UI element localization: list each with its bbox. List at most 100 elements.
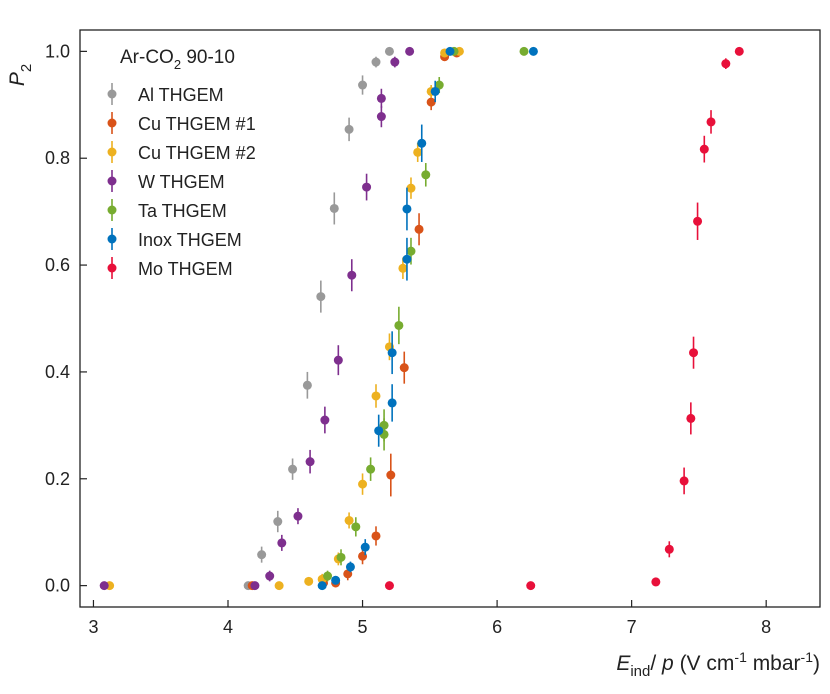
- data-point: [344, 515, 354, 525]
- data-point: [347, 270, 357, 280]
- data-point: [519, 46, 529, 56]
- data-point: [336, 552, 346, 562]
- data-point: [394, 320, 404, 330]
- data-point: [273, 517, 283, 527]
- legend-marker: [107, 147, 117, 157]
- data-point: [434, 80, 444, 90]
- series-w: [99, 46, 415, 591]
- data-point: [689, 348, 699, 358]
- tick-marks: [80, 50, 767, 607]
- legend-marker: [107, 263, 117, 273]
- data-point: [528, 46, 538, 56]
- x-tick-label: 4: [223, 617, 233, 637]
- series-inox: [317, 46, 538, 591]
- data-point: [679, 476, 689, 486]
- data-point: [316, 292, 326, 302]
- x-tick-label: 5: [358, 617, 368, 637]
- data-point: [414, 224, 424, 234]
- data-point: [351, 522, 361, 532]
- data-point: [329, 203, 339, 213]
- data-point: [371, 391, 381, 401]
- data-point: [405, 46, 415, 56]
- data-point: [699, 144, 709, 154]
- legend-marker: [107, 118, 117, 128]
- y-tick-label: 0.6: [45, 255, 70, 275]
- data-point: [360, 542, 370, 552]
- data-point: [257, 550, 267, 560]
- data-point: [374, 426, 384, 436]
- data-point: [371, 531, 381, 541]
- legend: Ar-CO2 90-10 Al THGEM Cu THGEM #1 Cu THGEM…: [107, 47, 256, 279]
- data-point: [651, 577, 661, 587]
- data-point: [366, 464, 376, 474]
- series-ta: [323, 46, 529, 582]
- legend-entry-mo: Mo THGEM: [107, 257, 233, 279]
- data-point: [693, 216, 703, 226]
- x-tick-label: 8: [761, 617, 771, 637]
- data-point: [371, 57, 381, 67]
- data-point: [664, 544, 674, 554]
- data-point: [376, 112, 386, 122]
- legend-entry-inox: Inox THGEM: [107, 228, 242, 250]
- data-point: [430, 86, 440, 96]
- data-point: [323, 571, 333, 581]
- x-axis-title: Eind/ p (V cm-1 mbar-1): [616, 649, 820, 680]
- data-point: [386, 470, 396, 480]
- data-point: [333, 355, 343, 365]
- data-point: [320, 415, 330, 425]
- data-point: [317, 581, 327, 591]
- data-point: [426, 97, 436, 107]
- legend-label: Cu THGEM #1: [138, 114, 256, 134]
- data-point: [686, 413, 696, 423]
- data-point: [277, 538, 287, 548]
- y-tick-label: 0.2: [45, 469, 70, 489]
- data-point: [387, 348, 397, 358]
- data-point: [99, 581, 109, 591]
- legend-label: Cu THGEM #2: [138, 143, 256, 163]
- data-point: [398, 263, 408, 273]
- legend-entry-cu2: Cu THGEM #2: [107, 141, 256, 163]
- data-point: [526, 581, 536, 591]
- data-point: [344, 124, 354, 134]
- data-point: [406, 246, 416, 256]
- data-series: [99, 46, 744, 591]
- x-tick-label: 3: [88, 617, 98, 637]
- legend-marker: [107, 176, 117, 186]
- series-cu1: [247, 48, 462, 591]
- data-point: [387, 398, 397, 408]
- data-point: [721, 59, 731, 69]
- data-point: [250, 581, 260, 591]
- data-point: [305, 457, 315, 467]
- y-tick-label: 0.0: [45, 576, 70, 596]
- data-point: [417, 138, 427, 148]
- legend-entries: Al THGEM Cu THGEM #1 Cu THGEM #2 W THGEM Ta …: [107, 83, 256, 279]
- data-point: [390, 57, 400, 67]
- data-point: [384, 581, 394, 591]
- legend-label: Al THGEM: [138, 85, 224, 105]
- data-point: [406, 183, 416, 193]
- data-point: [362, 182, 372, 192]
- legend-label: Ta THGEM: [138, 201, 227, 221]
- series-mo: [384, 46, 744, 591]
- y-tick-label: 0.8: [45, 148, 70, 168]
- legend-entry-w: W THGEM: [107, 170, 225, 192]
- data-point: [706, 117, 716, 127]
- legend-entry-cu1: Cu THGEM #1: [107, 112, 256, 134]
- series-al: [243, 46, 394, 591]
- data-point: [331, 575, 341, 585]
- y-tick-label: 0.4: [45, 362, 70, 382]
- data-point: [384, 46, 394, 56]
- legend-label: Mo THGEM: [138, 259, 233, 279]
- data-point: [399, 363, 409, 373]
- data-point: [421, 170, 431, 180]
- data-point: [293, 511, 303, 521]
- legend-marker: [107, 89, 117, 99]
- data-point: [402, 254, 412, 264]
- plot-frame: [79, 29, 821, 608]
- legend-entry-al: Al THGEM: [107, 83, 224, 105]
- data-point: [304, 576, 314, 586]
- data-point: [376, 93, 386, 103]
- data-point: [265, 571, 275, 581]
- data-point: [402, 204, 412, 214]
- legend-marker: [107, 234, 117, 244]
